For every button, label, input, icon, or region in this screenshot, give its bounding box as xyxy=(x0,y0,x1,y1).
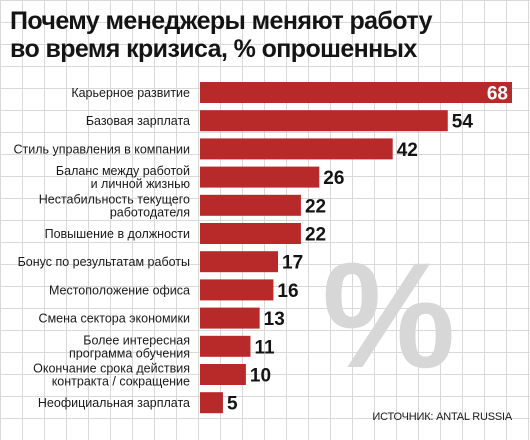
bar-0 xyxy=(200,82,512,103)
value-label-5: 22 xyxy=(305,225,326,246)
value-label-8: 13 xyxy=(264,309,285,330)
value-label-11: 5 xyxy=(227,394,238,415)
bar-7 xyxy=(200,279,274,301)
category-label-5: Повышение в должности xyxy=(45,227,190,241)
category-label-10: Окончание срока действия контракта / сокр… xyxy=(33,362,190,389)
bar-8 xyxy=(200,307,260,329)
bar-10 xyxy=(200,364,246,385)
category-label-7: Местоположение офиса xyxy=(49,283,190,297)
bar-3 xyxy=(200,166,320,188)
bar-2 xyxy=(200,138,393,160)
value-label-10: 10 xyxy=(250,366,271,387)
value-label-6: 17 xyxy=(282,253,303,274)
value-label-4: 22 xyxy=(305,196,326,217)
bar-4 xyxy=(200,194,301,216)
category-label-6: Бонус по результатам работы xyxy=(18,255,190,269)
chart-title: Почему менеджеры меняют работу во время … xyxy=(10,7,480,63)
value-label-1: 54 xyxy=(452,112,474,133)
title-line-1: Почему менеджеры меняют работу xyxy=(10,7,433,35)
category-label-8: Смена сектора экономики xyxy=(39,312,190,326)
title-line-2: во время кризиса, % опрошенных xyxy=(10,35,417,63)
value-label-0: 68 xyxy=(487,84,508,105)
value-label-2: 42 xyxy=(397,140,418,161)
category-label-9: Более интересная программа обучения xyxy=(69,333,190,360)
value-label-9: 11 xyxy=(254,337,275,358)
category-label-1: Базовая зарплата xyxy=(86,114,190,128)
category-label-2: Стиль управления в компании xyxy=(13,142,190,156)
bar-9 xyxy=(200,335,251,357)
source-note: ИСТОЧНИК: ANTAL RUSSIA xyxy=(372,411,512,423)
bar-11 xyxy=(200,392,223,414)
bar-6 xyxy=(200,251,278,273)
value-label-3: 26 xyxy=(323,168,344,189)
category-label-3: Баланс между работой и личной жизнью xyxy=(56,164,190,191)
value-label-7: 16 xyxy=(277,281,298,302)
bar-5 xyxy=(200,223,301,244)
category-label-11: Неофициальная зарплата xyxy=(38,396,190,410)
category-label-4: Нестабильность текущего работодателя xyxy=(39,192,190,219)
bar-1 xyxy=(200,110,448,132)
percent-watermark: % xyxy=(322,231,456,399)
category-label-0: Карьерное развитие xyxy=(71,86,190,100)
